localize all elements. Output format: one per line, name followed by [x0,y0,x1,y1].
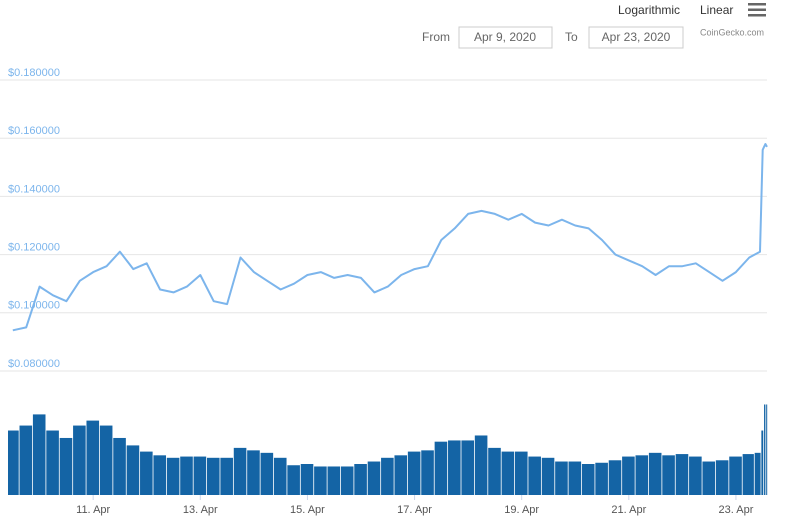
volume-bar [581,464,595,495]
x-tick-label: 11. Apr [76,504,110,516]
price-line [12,143,768,332]
y-tick-label: $0.080000 [8,358,60,370]
volume-bar [675,454,689,495]
volume-bar [32,414,46,495]
volume-bar [702,461,716,495]
volume-bar [247,450,260,495]
from-input[interactable] [458,26,553,49]
from-label: From [422,30,450,44]
volume-bar [153,455,167,495]
volume-bar [754,452,761,495]
volume-bar [314,466,327,495]
volume-bar [608,460,622,495]
volume-bar [514,451,528,495]
volume-bar [568,461,582,495]
volume-bar [461,440,475,495]
linear-button[interactable]: Linear [700,3,733,17]
volume-bar [742,454,754,495]
volume-bar [394,455,408,495]
volume-bar [761,430,764,495]
y-tick-label: $0.120000 [8,242,60,254]
volume-bar [764,404,766,495]
volume-bar [126,445,140,495]
volume-bar [86,420,100,495]
to-label: To [565,30,578,44]
volume-bar [233,447,247,495]
x-tick-label: 17. Apr [397,504,432,516]
volume-bar [73,425,86,495]
y-tick-label: $0.160000 [8,125,60,137]
log-button[interactable]: Logarithmic [618,3,680,17]
volume-bar [648,452,662,495]
volume-bar [729,456,742,495]
volume-bar [287,465,300,495]
y-tick-label: $0.180000 [8,67,60,79]
volume-bar [555,461,568,495]
volume-bar [59,437,73,495]
volume-bar [260,452,274,495]
volume-bar [8,430,19,495]
x-tick-label: 19. Apr [504,504,539,516]
volume-bar [595,462,608,495]
volume-bar [140,451,153,495]
volume-bar [421,450,434,495]
y-tick-label: $0.140000 [8,183,60,195]
volume-bar [501,451,515,495]
volume-bar [327,466,341,495]
volume-bar [46,430,59,495]
volume-bar [381,457,394,495]
volume-bar [541,457,555,495]
volume-bar [528,456,541,495]
x-tick-label: 13. Apr [183,504,218,516]
volume-bar [113,437,126,495]
volume-bar [715,460,729,495]
x-tick-label: 21. Apr [611,504,646,516]
volume-bar [407,451,421,495]
volume-bar [300,464,314,495]
volume-bar [220,457,233,495]
volume-bar [766,404,768,495]
volume-bar [166,457,180,495]
to-date[interactable]: Apr 23, 2020 [602,30,671,44]
x-tick-label: 15. Apr [290,504,325,516]
volume-bar [635,455,649,495]
volume-bar [19,425,33,495]
menu-icon[interactable] [748,3,766,17]
volume-bar [340,466,354,495]
volume-bar [273,457,287,495]
volume-bar [354,464,367,495]
from-date[interactable]: Apr 9, 2020 [474,30,536,44]
volume-bar [434,441,448,495]
volume-bar [193,456,207,495]
volume-bar [488,447,501,495]
credit: CoinGecko.com [700,27,764,37]
volume-bar [474,435,488,495]
volume-bar [99,425,113,495]
x-tick-label: 23. Apr [719,504,754,516]
volume-bar [448,440,461,495]
volume-bar [206,457,220,495]
volume-bar [622,456,635,495]
to-input[interactable] [588,26,684,49]
volume-bar [367,461,381,495]
volume-bar [180,456,193,495]
volume-bar [662,455,675,495]
volume-bar [689,456,702,495]
